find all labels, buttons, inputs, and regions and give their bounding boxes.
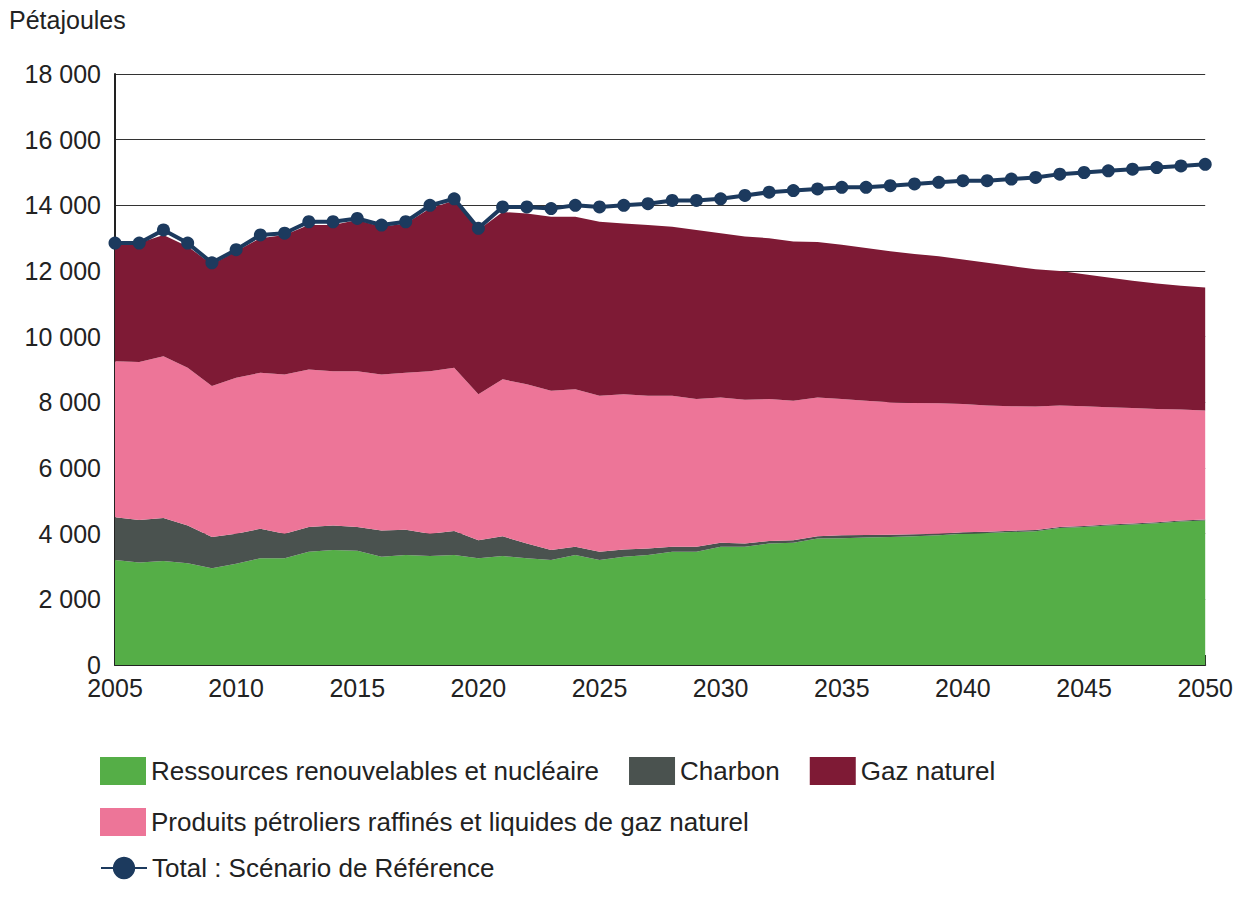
svg-text:Produits pétroliers raffinés e: Produits pétroliers raffinés et liquides… [151,807,749,837]
svg-text:2035: 2035 [814,674,870,702]
svg-text:2005: 2005 [87,674,143,702]
svg-text:2 000: 2 000 [38,585,101,613]
svg-text:0: 0 [87,651,101,679]
svg-text:Charbon: Charbon [680,756,780,786]
svg-text:Total : Scénario de Référence: Total : Scénario de Référence [152,853,495,883]
svg-text:Ressources renouvelables et nu: Ressources renouvelables et nucléaire [151,756,599,786]
svg-text:16 000: 16 000 [25,126,101,154]
svg-text:8 000: 8 000 [38,388,101,416]
svg-text:2050: 2050 [1177,674,1233,702]
svg-text:2040: 2040 [935,674,991,702]
svg-text:2010: 2010 [208,674,264,702]
svg-text:Gaz naturel: Gaz naturel [861,756,995,786]
svg-text:2020: 2020 [451,674,507,702]
svg-text:2045: 2045 [1056,674,1112,702]
svg-text:18 000: 18 000 [25,60,101,88]
svg-text:Pétajoules: Pétajoules [9,6,126,34]
svg-text:2015: 2015 [329,674,385,702]
svg-text:2025: 2025 [572,674,628,702]
svg-text:10 000: 10 000 [25,323,101,351]
svg-text:2030: 2030 [693,674,749,702]
svg-text:14 000: 14 000 [25,191,101,219]
svg-text:12 000: 12 000 [25,257,101,285]
svg-text:6 000: 6 000 [38,454,101,482]
svg-text:4 000: 4 000 [38,520,101,548]
